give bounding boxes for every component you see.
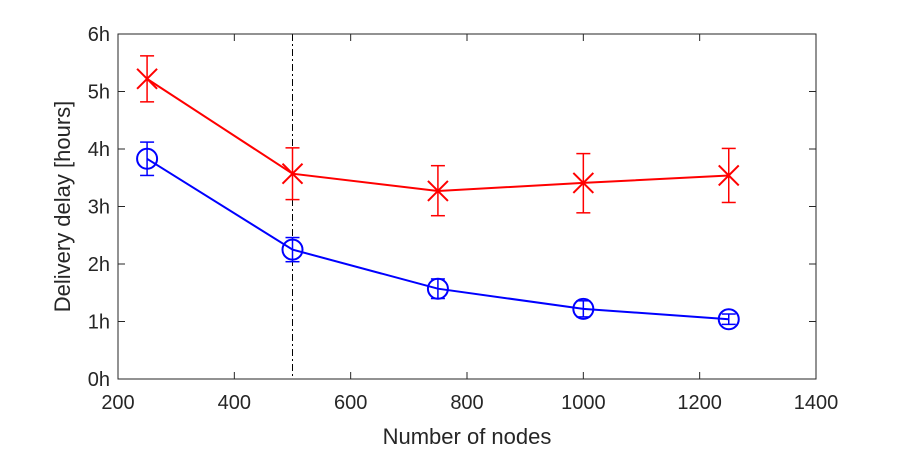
data-point-x-marker — [281, 163, 304, 185]
y-tick-label: 5h — [88, 82, 110, 104]
x-tick-label: 1000 — [561, 392, 606, 414]
data-point-circle-marker — [136, 147, 159, 170]
y-tick-label: 2h — [88, 254, 110, 276]
y-tick-label: 4h — [88, 139, 110, 161]
marker-stroke — [281, 163, 304, 185]
y-tick-label: 1h — [88, 312, 110, 334]
data-point-circle-marker — [717, 308, 740, 331]
data-point-circle-marker — [281, 238, 304, 261]
data-point-circle-marker — [426, 277, 449, 300]
series-1 — [136, 55, 740, 217]
data-point-x-marker — [718, 164, 740, 187]
series-2 — [136, 141, 740, 331]
series-group — [136, 55, 740, 331]
y-tick-label: 6h — [88, 24, 110, 46]
y-tick-label: 3h — [88, 197, 110, 219]
ticks-group: 200 400 600 800 1000 1200 1400 0h 1h 2h 3h 4h 5h 6h — [88, 24, 839, 414]
marker-stroke — [136, 68, 158, 90]
x-tick-label: 200 — [101, 392, 134, 414]
data-point-x-marker — [427, 180, 449, 202]
marker-stroke — [572, 172, 595, 194]
y-tick-label: 0h — [88, 369, 110, 391]
x-tick-label: 1200 — [677, 392, 722, 414]
y-axis-label: Delivery delay [hours] — [50, 101, 75, 313]
marker-stroke — [718, 164, 740, 187]
x-tick-label: 800 — [450, 392, 483, 414]
plot-area — [118, 34, 816, 379]
data-point-x-marker — [572, 172, 595, 194]
data-point-circle-marker — [572, 297, 595, 320]
data-point-x-marker — [136, 68, 158, 90]
x-axis-label: Number of nodes — [383, 424, 552, 449]
x-tick-label: 600 — [334, 392, 367, 414]
marker-stroke — [427, 180, 449, 202]
x-tick-label: 400 — [218, 392, 251, 414]
x-tick-label: 1400 — [794, 392, 839, 414]
